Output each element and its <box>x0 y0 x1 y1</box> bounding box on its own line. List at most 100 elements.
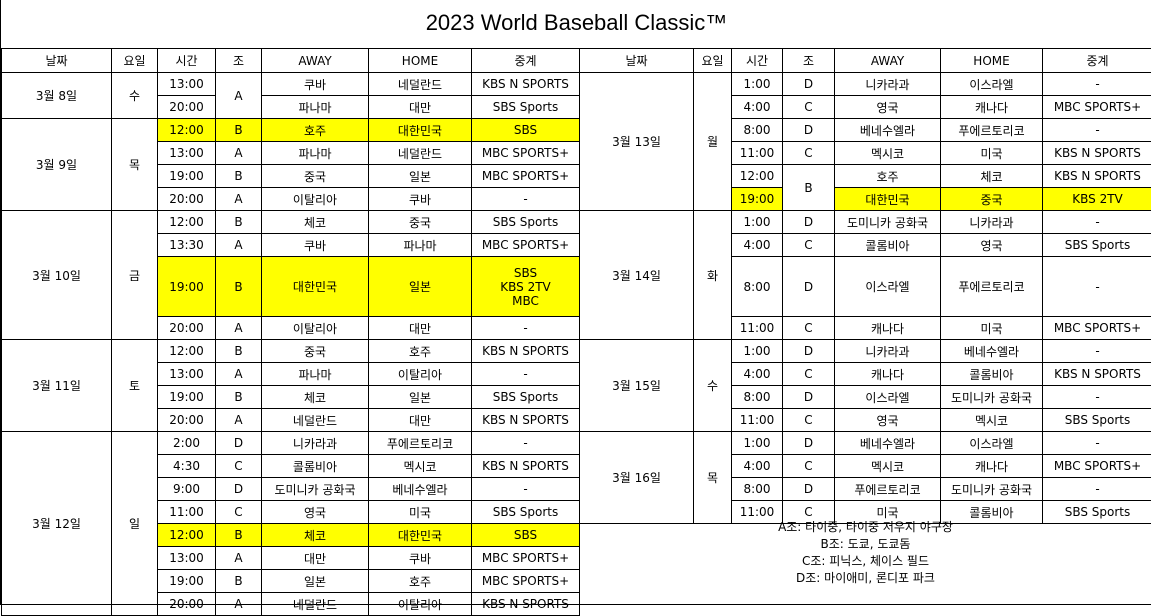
broadcast-cell: MBC SPORTS+ <box>472 547 580 570</box>
group-cell: C <box>216 501 262 524</box>
group-cell: C <box>783 142 835 165</box>
time-cell: 8:00 <box>732 478 783 501</box>
header-time: 시간 <box>158 49 216 73</box>
away-team-cell: 영국 <box>835 409 941 432</box>
broadcast-cell: - <box>1043 478 1151 501</box>
group-venue-notes: A조: 타이중, 타이중 저우지 야구장 B조: 도쿄, 도쿄돔 C조: 피닉스… <box>579 519 1151 587</box>
group-cell: B <box>216 119 262 142</box>
header-day: 요일 <box>112 49 158 73</box>
home-team-cell: 중국 <box>941 188 1043 211</box>
home-team-cell: 호주 <box>369 570 472 593</box>
time-cell: 19:00 <box>158 386 216 409</box>
home-team-cell: 니카라과 <box>941 211 1043 234</box>
group-cell: C <box>783 234 835 257</box>
home-team-cell: 도미니카 공화국 <box>941 478 1043 501</box>
header-date: 날짜 <box>580 49 694 73</box>
broadcast-cell: MBC SPORTS+ <box>472 165 580 188</box>
time-cell: 1:00 <box>732 432 783 455</box>
away-team-cell: 멕시코 <box>835 455 941 478</box>
day-cell: 화 <box>694 211 732 340</box>
broadcast-cell: - <box>472 317 580 340</box>
header-group: 조 <box>783 49 835 73</box>
time-cell: 11:00 <box>732 142 783 165</box>
home-team-cell: 일본 <box>369 386 472 409</box>
time-cell: 19:00 <box>158 257 216 317</box>
broadcast-cell: KBS 2TV <box>1043 188 1151 211</box>
time-cell: 13:00 <box>158 142 216 165</box>
group-cell: A <box>216 188 262 211</box>
away-team-cell: 니카라과 <box>262 432 369 455</box>
header-away: AWAY <box>262 49 369 73</box>
time-cell: 13:00 <box>158 73 216 96</box>
away-team-cell: 대만 <box>262 547 369 570</box>
group-cell: D <box>783 211 835 234</box>
away-team-cell: 호주 <box>835 165 941 188</box>
away-team-cell: 쿠바 <box>262 73 369 96</box>
away-team-cell: 캐나다 <box>835 317 941 340</box>
broadcast-cell: KBS N SPORTS <box>1043 363 1151 386</box>
away-team-cell: 체코 <box>262 386 369 409</box>
away-team-cell: 체코 <box>262 211 369 234</box>
broadcast-cell: MBC SPORTS+ <box>1043 317 1151 340</box>
broadcast-cell: - <box>472 478 580 501</box>
home-team-cell: 이탈리아 <box>369 363 472 386</box>
time-cell: 4:00 <box>732 363 783 386</box>
date-cell: 3월 14일 <box>580 211 694 340</box>
time-cell: 19:00 <box>158 570 216 593</box>
broadcast-cell: SBS Sports <box>472 211 580 234</box>
home-team-cell: 콜롬비아 <box>941 363 1043 386</box>
group-cell: D <box>783 73 835 96</box>
header-time: 시간 <box>732 49 783 73</box>
broadcast-cell: - <box>472 363 580 386</box>
time-cell: 11:00 <box>732 409 783 432</box>
home-team-cell: 푸에르토리코 <box>941 119 1043 142</box>
time-cell: 12:00 <box>158 524 216 547</box>
broadcast-cell: MBC SPORTS+ <box>472 142 580 165</box>
broadcast-cell: - <box>472 188 580 211</box>
date-cell: 3월 9일 <box>2 119 112 211</box>
broadcast-cell: - <box>1043 386 1151 409</box>
date-cell: 3월 8일 <box>2 73 112 119</box>
group-cell: B <box>783 165 835 211</box>
broadcast-cell: KBS N SPORTS <box>472 73 580 96</box>
home-team-cell: 캐나다 <box>941 455 1043 478</box>
group-cell: C <box>783 455 835 478</box>
away-team-cell: 니카라과 <box>835 73 941 96</box>
away-team-cell: 푸에르토리코 <box>835 478 941 501</box>
group-cell: D <box>216 432 262 455</box>
home-team-cell: 멕시코 <box>941 409 1043 432</box>
away-team-cell: 중국 <box>262 340 369 363</box>
home-team-cell: 대만 <box>369 96 472 119</box>
group-cell: C <box>783 317 835 340</box>
broadcast-cell: SBS Sports <box>1043 409 1151 432</box>
time-cell: 11:00 <box>732 317 783 340</box>
broadcast-cell: SBS Sports <box>472 96 580 119</box>
header-broadcast: 중계 <box>1043 49 1151 73</box>
note-line: C조: 피닉스, 체이스 필드 <box>579 553 1151 570</box>
group-cell: A <box>216 363 262 386</box>
away-team-cell: 쿠바 <box>262 234 369 257</box>
time-cell: 1:00 <box>732 211 783 234</box>
home-team-cell: 이스라엘 <box>941 73 1043 96</box>
time-cell: 4:30 <box>158 455 216 478</box>
time-cell: 8:00 <box>732 386 783 409</box>
home-team-cell: 쿠바 <box>369 547 472 570</box>
group-cell: B <box>216 386 262 409</box>
group-cell: B <box>216 524 262 547</box>
home-team-cell: 대만 <box>369 409 472 432</box>
away-team-cell: 호주 <box>262 119 369 142</box>
away-team-cell: 멕시코 <box>835 142 941 165</box>
time-cell: 12:00 <box>732 165 783 188</box>
time-cell: 13:30 <box>158 234 216 257</box>
broadcast-cell: - <box>1043 340 1151 363</box>
header-broadcast: 중계 <box>472 49 580 73</box>
away-team-cell: 이스라엘 <box>835 257 941 317</box>
away-team-cell: 캐나다 <box>835 363 941 386</box>
time-cell: 1:00 <box>732 73 783 96</box>
time-cell: 13:00 <box>158 363 216 386</box>
group-cell: D <box>783 119 835 142</box>
